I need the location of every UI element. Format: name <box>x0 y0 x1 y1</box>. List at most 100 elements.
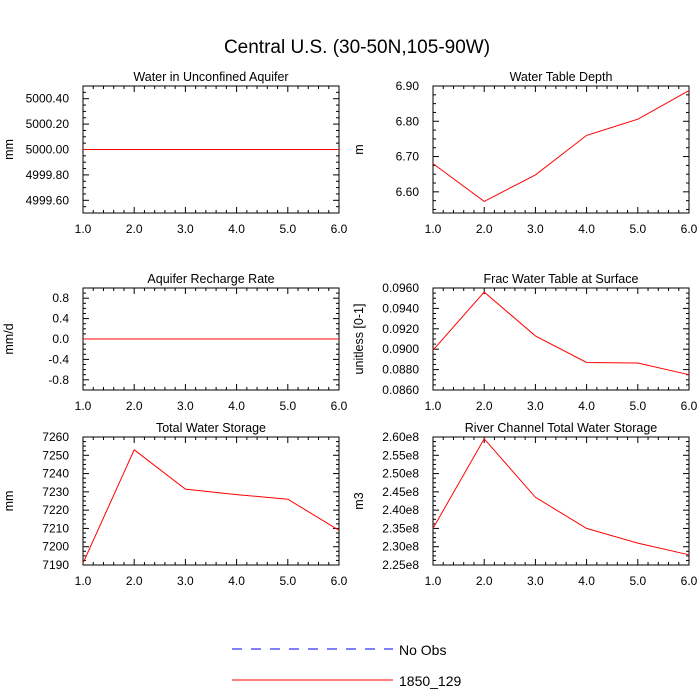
y-axis-title: mm/d <box>2 323 16 354</box>
legend-label-no-obs: No Obs <box>399 642 446 658</box>
y-axis-title: m3 <box>352 492 366 509</box>
y-tick-label: 7250 <box>42 448 69 462</box>
panel-6: River Channel Total Water Storage m3 1.0 2.… <box>352 421 698 588</box>
panel-5: Total Water Storage mm 1.0 2.0 3.0 4.0 5.0 6.0 7… <box>2 421 348 588</box>
panels: Water in Unconfined Aquifer mm 1.0 2.0 3.0 4.… <box>2 70 698 588</box>
y-tick-label: 6.80 <box>396 114 420 128</box>
y-tick-label: 2.40e8 <box>382 503 419 517</box>
x-tick-label: 6.0 <box>681 222 698 236</box>
y-axis-title: mm <box>2 491 16 512</box>
plot-frame <box>432 287 690 391</box>
panel-3: Aquifer Recharge Rate mm/d 1.0 2.0 3.0 4.0 5.0… <box>2 272 348 413</box>
x-tick-label: 2.0 <box>126 222 143 236</box>
y-tick-label: 0.0900 <box>382 342 419 356</box>
panel-title: Water Table Depth <box>510 70 613 84</box>
x-tick-label: 1.0 <box>425 399 442 413</box>
panel-title: Water in Unconfined Aquifer <box>133 70 288 84</box>
x-tick-label: 2.0 <box>126 574 143 588</box>
y-tick-label: 2.25e8 <box>382 558 419 572</box>
panel-2: Water Table Depth m 1.0 2.0 3.0 4.0 5.0 6.0 6.60… <box>352 70 698 236</box>
y-tick-label: 0.0 <box>52 332 69 346</box>
x-tick-label: 2.0 <box>476 399 493 413</box>
figure-title: Central U.S. (30-50N,105-90W) <box>224 37 490 58</box>
series-line <box>432 437 690 556</box>
y-tick-label: 7210 <box>42 521 69 535</box>
x-tick-label: 1.0 <box>75 399 92 413</box>
plot-frame <box>82 436 340 566</box>
panel-title: Total Water Storage <box>156 421 266 435</box>
y-tick-label: 2.60e8 <box>382 430 419 444</box>
legend: No Obs 1850_129 <box>232 642 462 689</box>
y-tick-label: 6.70 <box>396 150 420 164</box>
x-tick-label: 4.0 <box>228 574 245 588</box>
y-tick-label: 5000.20 <box>26 117 70 131</box>
x-tick-label: 5.0 <box>279 222 296 236</box>
x-tick-label: 2.0 <box>126 399 143 413</box>
y-axis-title: m <box>352 144 366 154</box>
y-tick-label: 6.60 <box>396 185 420 199</box>
y-tick-label: 7260 <box>42 430 69 444</box>
x-tick-label: 4.0 <box>578 574 595 588</box>
y-tick-label: 5000.00 <box>26 143 70 157</box>
x-tick-label: 4.0 <box>578 222 595 236</box>
x-tick-label: 6.0 <box>331 399 348 413</box>
x-tick-label: 6.0 <box>331 222 348 236</box>
y-tick-label: 2.55e8 <box>382 448 419 462</box>
y-tick-label: 0.0920 <box>382 322 419 336</box>
x-tick-label: 6.0 <box>681 399 698 413</box>
panel-4: Frac Water Table at Surface unitless [0-1… <box>352 272 698 413</box>
y-tick-label: 0.8 <box>52 291 69 305</box>
y-tick-label: 2.35e8 <box>382 521 419 535</box>
y-tick-label: -0.4 <box>48 352 69 366</box>
y-tick-label: 0.0940 <box>382 301 419 315</box>
series-line <box>432 291 690 376</box>
y-tick-label: 0.0960 <box>382 281 419 295</box>
y-tick-label: 4999.60 <box>26 193 70 207</box>
x-tick-label: 3.0 <box>527 574 544 588</box>
y-tick-label: 0.0860 <box>382 383 419 397</box>
y-tick-label: 4999.80 <box>26 168 70 182</box>
panel-title: Frac Water Table at Surface <box>484 272 639 286</box>
y-tick-label: 5000.40 <box>26 92 70 106</box>
x-tick-label: 3.0 <box>177 222 194 236</box>
x-tick-label: 5.0 <box>279 574 296 588</box>
x-tick-label: 6.0 <box>331 574 348 588</box>
y-tick-label: 2.30e8 <box>382 540 419 554</box>
x-tick-label: 5.0 <box>629 574 646 588</box>
x-tick-label: 1.0 <box>425 222 442 236</box>
y-tick-label: 7220 <box>42 503 69 517</box>
x-tick-label: 1.0 <box>75 574 92 588</box>
x-tick-label: 5.0 <box>629 399 646 413</box>
series-line <box>432 90 690 202</box>
y-axis-title: unitless [0-1] <box>352 304 366 375</box>
panel-title: Aquifer Recharge Rate <box>147 272 274 286</box>
y-tick-label: 6.90 <box>396 79 420 93</box>
x-tick-label: 3.0 <box>527 222 544 236</box>
panel-1: Water in Unconfined Aquifer mm 1.0 2.0 3.0 4.… <box>2 70 348 236</box>
plot-frame <box>432 85 690 214</box>
y-tick-label: 7190 <box>42 558 69 572</box>
y-axis-title: mm <box>2 139 16 160</box>
x-tick-label: 2.0 <box>476 574 493 588</box>
y-tick-label: 0.4 <box>52 312 69 326</box>
x-tick-label: 6.0 <box>681 574 698 588</box>
x-tick-label: 5.0 <box>629 222 646 236</box>
x-tick-label: 3.0 <box>527 399 544 413</box>
y-tick-label: 0.0880 <box>382 363 419 377</box>
y-tick-label: 7200 <box>42 540 69 554</box>
y-tick-label: 2.50e8 <box>382 467 419 481</box>
y-tick-label: 7230 <box>42 485 69 499</box>
x-tick-label: 2.0 <box>476 222 493 236</box>
x-tick-label: 4.0 <box>578 399 595 413</box>
x-tick-label: 4.0 <box>228 222 245 236</box>
series-line <box>82 449 340 564</box>
panel-title: River Channel Total Water Storage <box>465 421 658 435</box>
x-tick-label: 1.0 <box>75 222 92 236</box>
x-tick-label: 3.0 <box>177 399 194 413</box>
x-tick-label: 1.0 <box>425 574 442 588</box>
y-tick-label: 2.45e8 <box>382 485 419 499</box>
x-tick-label: 4.0 <box>228 399 245 413</box>
x-tick-label: 5.0 <box>279 399 296 413</box>
legend-label-1850-129: 1850_129 <box>399 673 462 689</box>
